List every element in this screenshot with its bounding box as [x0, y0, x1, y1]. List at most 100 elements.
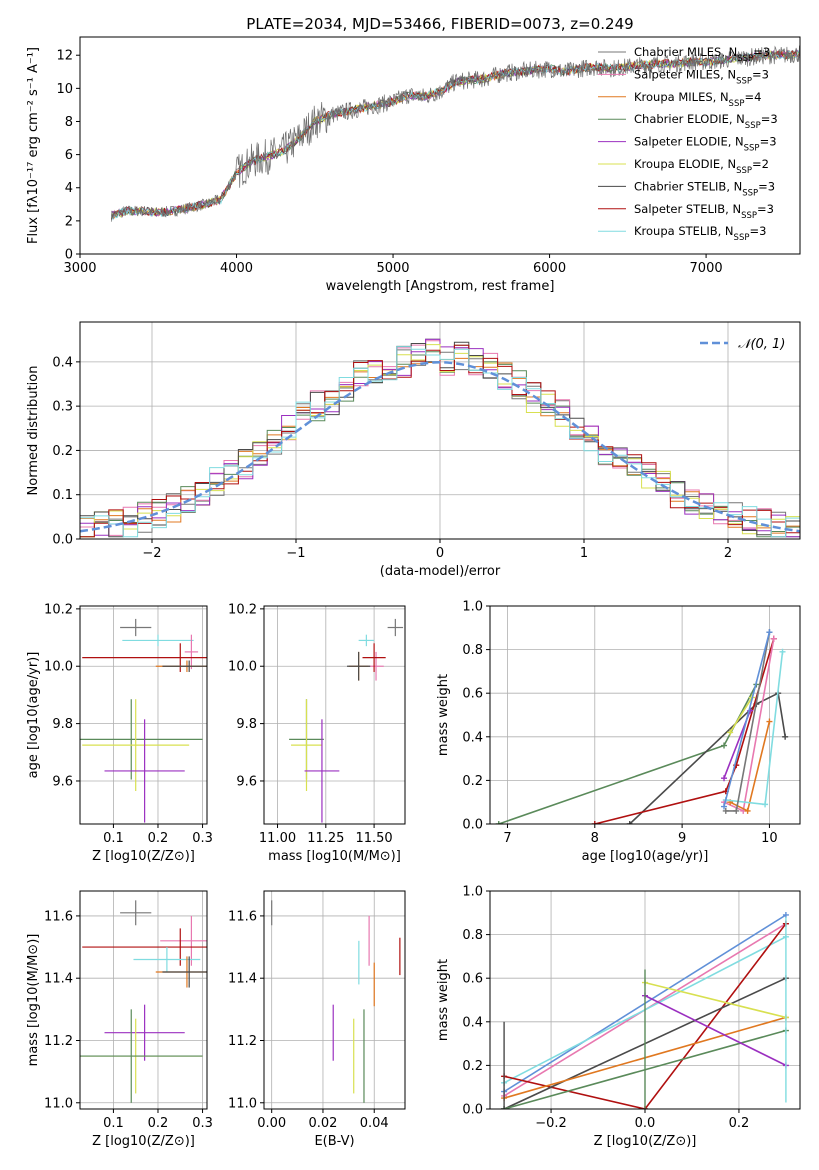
y-axis-label: Normed distribution	[26, 366, 41, 496]
x-tick-label: 7000	[690, 261, 723, 276]
weight-marker	[591, 821, 598, 824]
weight-line	[644, 994, 787, 1067]
y-tick-label: 0.4	[462, 1015, 483, 1030]
axes-frame	[489, 890, 801, 1110]
panels: 3000 4000 5000 6000 7000024681012wavelength …	[26, 36, 801, 1149]
plot-area	[80, 900, 207, 1103]
weight-marker	[495, 821, 502, 824]
gaussian-reference-line	[80, 361, 800, 533]
weight-line	[729, 697, 753, 733]
y-tick-label: 0.2	[462, 774, 483, 789]
y-tick-label: 9.6	[52, 774, 73, 789]
y-tick-label: 10.2	[44, 602, 73, 617]
y-tick-label: 9.8	[52, 717, 73, 732]
x-tick-label: 0.3	[192, 1116, 213, 1131]
x-axis-label: (data-model)/error	[380, 564, 501, 579]
y-tick-label: 2	[65, 214, 73, 229]
y-tick-label: 11.0	[228, 1096, 257, 1111]
y-tick-label: 0.6	[462, 687, 483, 702]
y-tick-label: 10.2	[228, 602, 257, 617]
y-tick-label: 10.0	[228, 660, 257, 675]
weight-line	[644, 981, 787, 1019]
y-tick-label: 6	[65, 148, 73, 163]
y-tick-label: 0.1	[52, 488, 73, 503]
panel-residuals: −2 −1 0 1 2 0.0 0.1 0.2 0.3 0.4 (data-model)/error…	[26, 321, 801, 579]
x-axis-label: age [log10(age/yr)]	[582, 849, 709, 864]
x-tick-label: 0	[436, 546, 444, 561]
x-tick-label: 0.2	[148, 831, 169, 846]
y-tick-label: 0.4	[52, 355, 73, 370]
plot-area	[289, 618, 404, 823]
y-tick-label: 0.8	[462, 928, 483, 943]
y-axis-label: Flux [fλ10⁻¹⁷ erg cm⁻² s⁻¹ A⁻¹]	[26, 47, 41, 244]
y-tick-label: 4	[65, 181, 73, 196]
y-tick-label: 11.2	[228, 1034, 257, 1049]
y-tick-label: 11.4	[44, 972, 73, 987]
x-tick-label: 6000	[533, 261, 566, 276]
weight-marker	[762, 801, 769, 808]
y-tick-label: 10	[56, 82, 73, 97]
weight-line	[629, 691, 786, 824]
histogram-step	[80, 344, 800, 538]
x-axis-label: Z [log10(Z/Z⊙)]	[92, 1134, 195, 1149]
x-axis-label: wavelength [Angstrom, rest frame]	[326, 279, 555, 294]
y-tick-label: 11.0	[44, 1096, 73, 1111]
x-tick-label: 0.1	[103, 1116, 124, 1131]
weight-marker	[721, 803, 728, 810]
y-tick-label: 0.0	[462, 818, 483, 833]
y-axis-label: mass [log10(M/M⊙)]	[26, 934, 41, 1067]
y-axis-label: age [log10(age/yr)]	[26, 652, 41, 779]
x-tick-label: 0.04	[360, 1116, 389, 1131]
x-tick-label: 3000	[63, 261, 96, 276]
weight-marker	[766, 718, 773, 725]
x-tick-label: 11.25	[307, 831, 344, 846]
axes-frame	[79, 605, 208, 825]
panel-mass-age: 11.00 11.25 11.50 9.6 9.8 10.0 10.2 mass [log10…	[228, 602, 406, 864]
weight-marker	[721, 742, 728, 749]
x-tick-label: 0.02	[308, 1116, 337, 1131]
y-tick-label: 0	[65, 248, 73, 263]
axes-frame	[263, 605, 406, 825]
x-tick-label: −1	[286, 546, 305, 561]
weight-line	[723, 631, 771, 807]
y-axis-label: mass weight	[436, 674, 451, 756]
weight-marker	[626, 821, 633, 824]
axes-frame	[79, 36, 801, 255]
x-tick-label: 0.2	[148, 1116, 169, 1131]
y-tick-label: 0.6	[462, 972, 483, 987]
panel-age-weight: 7 8 9 10 0.0 0.2 0.4 0.6 0.8 1.0 age [log10(age/yr…	[436, 600, 801, 864]
weight-marker	[766, 629, 773, 636]
y-tick-label: 1.0	[462, 885, 483, 900]
y-tick-label: 11.6	[44, 909, 73, 924]
plot-area	[501, 911, 789, 1109]
figure-title: PLATE=2034, MJD=53466, FIBERID=0073, z=0…	[246, 15, 633, 33]
plot-area	[80, 618, 207, 823]
weight-marker	[744, 807, 751, 814]
axes-frame	[79, 321, 801, 540]
x-tick-label: 1	[580, 546, 588, 561]
x-tick-label: 9	[678, 831, 686, 846]
y-tick-label: 9.8	[236, 717, 257, 732]
x-tick-label: 11.00	[259, 831, 296, 846]
x-tick-label: 0.0	[635, 1116, 656, 1131]
y-tick-label: 0.8	[462, 643, 483, 658]
x-tick-label: 11.50	[355, 831, 392, 846]
y-tick-label: 10.0	[44, 660, 73, 675]
x-tick-label: 0.2	[729, 1116, 750, 1131]
y-tick-label: 11.4	[228, 972, 257, 987]
weight-marker	[721, 775, 728, 782]
panel-z-age: 0.1 0.2 0.3 9.6 9.8 10.0 10.2 Z [log10(Z/Z⊙)] ag…	[26, 602, 213, 864]
y-tick-label: 0.3	[52, 400, 73, 415]
y-tick-label: 11.2	[44, 1034, 73, 1049]
x-axis-label: Z [log10(Z/Z⊙)]	[92, 849, 195, 864]
y-tick-label: 12	[56, 49, 73, 64]
axes-frame	[263, 890, 406, 1110]
x-tick-label: 0.00	[257, 1116, 286, 1131]
weight-marker	[782, 911, 789, 918]
x-tick-label: 7	[503, 831, 511, 846]
legend-entry: 𝒩(0, 1)	[738, 337, 785, 352]
weight-marker	[722, 807, 729, 814]
y-tick-label: 1.0	[462, 600, 483, 615]
x-tick-label: 5000	[376, 261, 409, 276]
